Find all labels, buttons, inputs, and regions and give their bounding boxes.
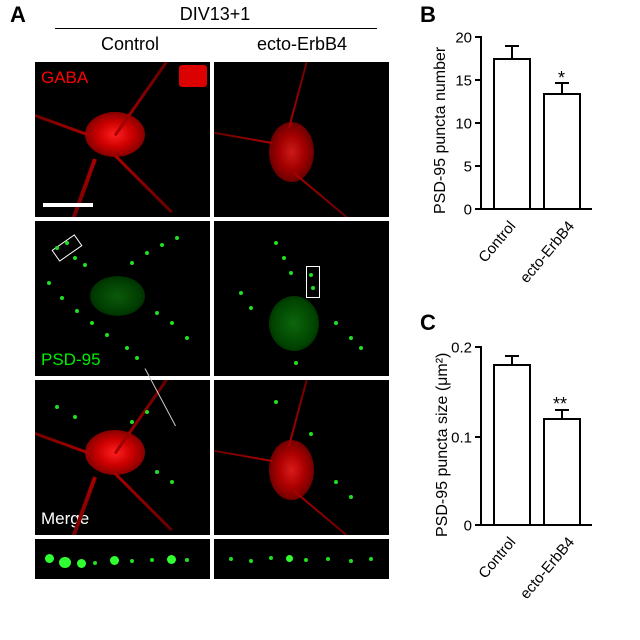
scale-bar	[43, 203, 93, 207]
chart-b: PSD-95 puncta number 0 5 10 15 20 * Cont…	[420, 18, 600, 298]
micro-ecto-psd95	[214, 221, 389, 376]
bar-c-control	[493, 364, 531, 526]
ytick-b-4: 20	[455, 30, 472, 47]
micro-control-gaba: GABA	[35, 62, 210, 217]
ytick-c-1: 0.1	[451, 430, 472, 447]
chart-b-ylabel: PSD-95 puncta number	[432, 24, 450, 214]
chart-c: PSD-95 puncta size (μm²) 0 0.1 0.2 ** Co…	[420, 328, 600, 618]
ytick-b-2: 10	[455, 116, 472, 133]
roi-box-ecto	[306, 266, 320, 298]
xlabel-b-1: ecto-ErbB4	[517, 218, 578, 286]
xlabel-c-0: Control	[475, 534, 519, 582]
bar-c-ecto	[543, 418, 581, 526]
ytick-b-3: 15	[455, 73, 472, 90]
header-underline	[55, 28, 377, 29]
chart-c-ylabel: PSD-95 puncta size (μm²)	[434, 327, 452, 537]
ytick-c-0: 0	[464, 518, 472, 535]
micro-ecto-inset	[214, 539, 389, 579]
col2-header: ecto-ErbB4	[222, 34, 382, 55]
xlabel-b-0: Control	[475, 218, 519, 266]
gaba-label: GABA	[41, 68, 88, 88]
col1-header: Control	[70, 34, 190, 55]
ytick-b-0: 0	[464, 202, 472, 219]
condition-header: DIV13+1	[125, 4, 305, 25]
micro-control-merge: Merge	[35, 380, 210, 535]
panel-a-label: A	[10, 2, 26, 28]
sig-b: *	[558, 68, 565, 89]
bar-b-control	[493, 58, 531, 210]
bar-b-ecto	[543, 93, 581, 210]
xlabel-c-1: ecto-ErbB4	[517, 534, 578, 602]
ytick-c-2: 0.2	[451, 340, 472, 357]
psd95-label: PSD-95	[41, 350, 101, 370]
micro-ecto-merge	[214, 380, 389, 535]
micro-ecto-gaba	[214, 62, 389, 217]
microscopy-grid: GABA PSD-95	[35, 62, 389, 579]
sig-c: **	[553, 394, 567, 415]
ytick-b-1: 5	[464, 159, 472, 176]
micro-control-psd95: PSD-95	[35, 221, 210, 376]
micro-control-inset	[35, 539, 210, 579]
